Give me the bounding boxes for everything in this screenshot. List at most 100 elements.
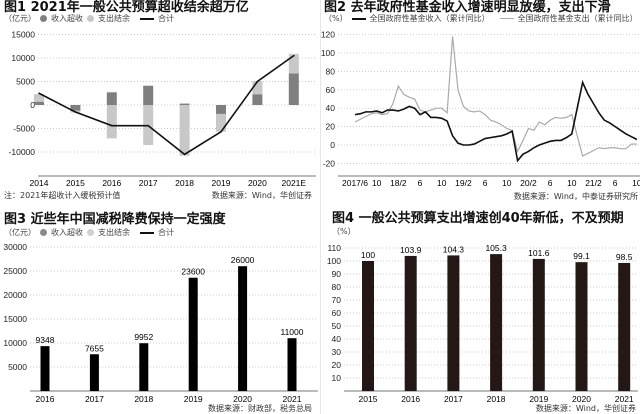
- chart-1-source: 数据来源：Wind，华创证券: [211, 191, 312, 200]
- x-tick-label: 2021E: [282, 178, 307, 188]
- legend-label: 全国政府性基金支出（累计同比）: [517, 14, 638, 23]
- x-tick-label: 2017: [139, 178, 158, 188]
- x-tick-label: 2018: [175, 178, 194, 188]
- y-tick-label: 5000: [8, 362, 27, 372]
- bar-expenditure-surplus: [288, 53, 299, 74]
- bar: [188, 277, 198, 391]
- legend-label: 全国政府性基金收入（累计同比）: [369, 14, 490, 23]
- data-label: 26000: [231, 255, 255, 265]
- y-tick-label: 0: [330, 140, 335, 150]
- bar: [287, 338, 297, 391]
- chart-2-panel: 图2 去年政府性基金收入增速明显放缓，支出下滑 （%） 全国政府性基金收入（累计…: [320, 0, 640, 207]
- chart-2-title: 图2 去年政府性基金收入增速明显放缓，支出下滑: [324, 0, 611, 15]
- data-label: 100: [361, 250, 375, 260]
- x-tick-label: 6: [483, 178, 488, 188]
- legend-label: 支出结余: [98, 228, 130, 237]
- y-tick-label: -20: [323, 158, 336, 168]
- legend-dark-swatch: [40, 229, 47, 236]
- y-tick-label: 100: [327, 256, 341, 266]
- chart-3-title: 图3 近些年中国减税降费保持一定强度: [4, 212, 226, 227]
- y-tick-label: 20: [332, 360, 342, 370]
- legend-black-line: [351, 17, 366, 20]
- x-tick-label: 2018: [487, 394, 506, 404]
- bar-revenue-excess: [143, 85, 154, 105]
- y-tick-label: 100: [321, 48, 335, 58]
- legend-dark-swatch: [40, 15, 47, 22]
- chart-4-unit: （%）: [332, 227, 356, 236]
- data-label: 104.3: [443, 244, 465, 254]
- bar-revenue-excess: [34, 101, 44, 105]
- x-tick-label: 10: [372, 178, 382, 188]
- x-tick-label: 10: [567, 178, 577, 188]
- bar-revenue-excess: [179, 103, 190, 105]
- y-tick-label: 15000: [11, 30, 35, 40]
- y-tick-label: 80: [326, 66, 336, 76]
- bar: [362, 261, 374, 391]
- bar-revenue-excess: [288, 73, 299, 105]
- y-tick-label: 20: [326, 122, 336, 132]
- total-point: [38, 92, 40, 95]
- bar: [89, 354, 99, 391]
- bar: [490, 254, 503, 391]
- x-tick-label: 2019: [529, 394, 548, 404]
- y-tick-label: 10000: [3, 338, 27, 348]
- bar-revenue-excess: [70, 105, 81, 111]
- y-tick-label: 30000: [3, 242, 27, 252]
- bar: [40, 346, 50, 391]
- x-tick-label: 18/2: [390, 178, 407, 188]
- x-tick-label: 6: [548, 178, 553, 188]
- data-label: 9348: [36, 335, 55, 345]
- expenditure-line: [354, 36, 637, 157]
- chart-4-title: 图4 一般公共预算支出增速创40年新低，不及预期: [332, 211, 624, 226]
- x-tick-label: 2020: [572, 394, 591, 404]
- total-point: [183, 153, 186, 156]
- bar-revenue-excess: [106, 92, 117, 105]
- y-tick-label: 10: [332, 373, 342, 383]
- x-tick-label: 2021: [615, 394, 634, 404]
- revenue-line: [354, 79, 638, 163]
- y-tick-label: 80: [332, 282, 342, 292]
- chart-1-panel: 图1 2021年一般公共预算超收结余超万亿 （亿元） 收入超收 支出结余 合计 …: [0, 0, 320, 207]
- y-tick-label: 40: [332, 334, 342, 344]
- legend-label: 支出结余: [98, 14, 130, 23]
- y-tick-label: 70: [332, 295, 342, 305]
- legend-line-swatch: [140, 17, 154, 20]
- data-label: 99.1: [573, 251, 590, 261]
- y-tick-label: 90: [332, 269, 342, 279]
- chart-3-legend: （亿元） 收入超收 支出结余 合计: [4, 228, 174, 237]
- y-tick-label: 0: [30, 100, 35, 110]
- chart-1-legend: （亿元） 收入超收 支出结余 合计: [4, 14, 174, 23]
- chart-3-unit: （亿元）: [4, 228, 36, 237]
- x-tick-label: 2017: [85, 394, 104, 404]
- x-tick-label: 2015: [66, 178, 85, 188]
- y-tick-label: 25000: [3, 266, 27, 276]
- y-tick-label: 10000: [11, 53, 35, 63]
- data-label: 11000: [280, 327, 303, 337]
- y-tick-label: 5000: [16, 77, 35, 87]
- x-tick-label: 2019: [184, 394, 203, 404]
- data-label: 103.9: [400, 245, 422, 255]
- bar-revenue-excess: [252, 94, 263, 105]
- y-tick-label: 40: [326, 103, 336, 113]
- x-tick-label: 2017: [444, 394, 463, 404]
- chart-4-plot: 110 100 90 80 70 60 50 40 30 20 10 100 2015 103.9 2016…: [327, 243, 638, 404]
- bar: [532, 258, 545, 391]
- x-tick-label: 2014: [30, 178, 49, 188]
- legend-line-swatch: [140, 231, 154, 234]
- x-tick-label: 2020: [248, 178, 267, 188]
- bar-expenditure-surplus: [216, 113, 226, 132]
- chart-3-plot: 30000 25000 20000 15000 10000 5000 9348 2016 765…: [3, 242, 318, 404]
- total-point: [147, 124, 149, 127]
- panel-divider: [320, 0, 321, 414]
- chart-4-source: 数据来源：Wind，华创证券: [535, 404, 636, 413]
- bar-expenditure-surplus: [106, 105, 117, 139]
- y-tick-label: 15000: [3, 314, 27, 324]
- legend-label: 收入超收: [51, 14, 83, 23]
- bar-expenditure-surplus: [34, 94, 44, 102]
- chart-1-plot: 15000 10000 5000 0 -5000 -10000 2014 2015 2016 20…: [9, 30, 316, 188]
- y-tick-label: 60: [332, 308, 342, 318]
- legend-label: 收入超收: [51, 228, 83, 237]
- chart-1-unit: （亿元）: [4, 14, 36, 23]
- legend-label: 合计: [158, 14, 174, 23]
- total-point: [293, 54, 295, 57]
